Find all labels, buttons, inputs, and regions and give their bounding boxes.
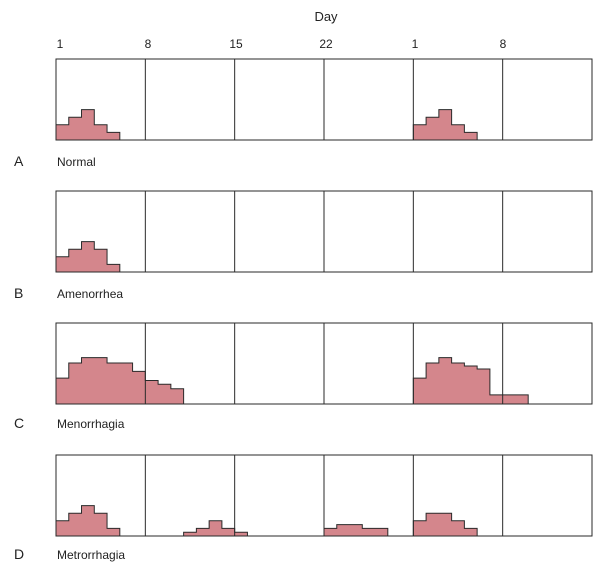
panel-normal-letter: A bbox=[14, 153, 24, 169]
panel-metrorrhagia-letter: D bbox=[14, 546, 24, 562]
panel-metrorrhagia-bleeding-episode-4 bbox=[412, 512, 478, 537]
panel-menorrhagia-bleeding-episode-2 bbox=[412, 357, 529, 405]
panel-metrorrhagia-bleeding-bars bbox=[55, 505, 478, 537]
day-tick-1-next-cycle: 1 bbox=[412, 37, 419, 51]
day-tick-22: 22 bbox=[319, 37, 333, 51]
panel-menorrhagia-label: Menorrhagia bbox=[57, 417, 125, 431]
panel-menorrhagia-week-dividers bbox=[144, 323, 504, 404]
day-tick-1: 1 bbox=[57, 37, 64, 51]
panel-metrorrhagia-label: Metrorrhagia bbox=[57, 548, 125, 562]
panel-amenorrhea-letter: B bbox=[14, 285, 23, 301]
day-tick-labels: 1 8 15 22 1 8 bbox=[57, 37, 507, 51]
day-tick-8: 8 bbox=[145, 37, 152, 51]
panel-normal-label: Normal bbox=[57, 155, 96, 169]
panel-metrorrhagia-week-dividers bbox=[144, 455, 504, 536]
panel-normal-bleeding-bars bbox=[55, 109, 478, 141]
panel-menorrhagia: C Menorrhagia bbox=[14, 322, 593, 431]
panel-amenorrhea-label: Amenorrhea bbox=[57, 287, 123, 301]
panel-normal: A Normal bbox=[14, 58, 593, 169]
panel-amenorrhea-week-dividers bbox=[144, 191, 504, 272]
panel-normal-bleeding-episode-1 bbox=[55, 109, 121, 141]
day-axis-title: Day bbox=[314, 9, 338, 24]
panel-amenorrhea-bleeding-episode-1 bbox=[55, 241, 121, 273]
panel-metrorrhagia-bleeding-episode-1 bbox=[55, 505, 121, 537]
panel-metrorrhagia-bleeding-episode-3 bbox=[323, 524, 389, 537]
panel-normal-week-dividers bbox=[144, 59, 504, 140]
panel-amenorrhea-bleeding-bars bbox=[55, 241, 121, 273]
panel-metrorrhagia: D Metrorrhagia bbox=[14, 454, 593, 562]
panel-metrorrhagia-bleeding-episode-2 bbox=[183, 520, 248, 537]
panel-menorrhagia-letter: C bbox=[14, 415, 24, 431]
panel-menorrhagia-bleeding-episode-1 bbox=[55, 357, 185, 405]
day-tick-8-next-cycle: 8 bbox=[500, 37, 507, 51]
panel-normal-bleeding-episode-2 bbox=[412, 109, 478, 141]
panel-amenorrhea: B Amenorrhea bbox=[14, 190, 593, 301]
day-tick-15: 15 bbox=[229, 37, 243, 51]
panel-menorrhagia-bleeding-bars bbox=[55, 357, 529, 405]
